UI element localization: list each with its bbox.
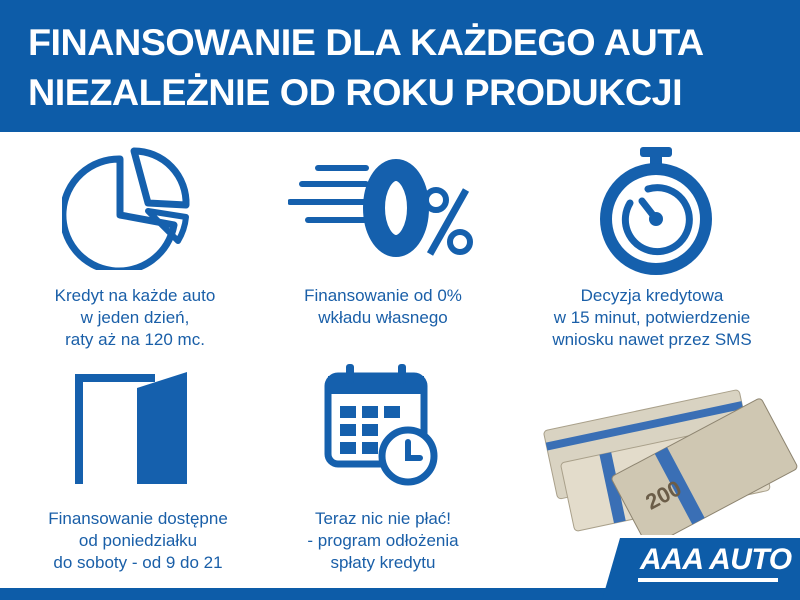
headline-line-1: FINANSOWANIE DLA KAŻDEGO AUTA bbox=[28, 22, 704, 63]
headline-line-2: NIEZALEŻNIE OD ROKU PRODUKCJI bbox=[28, 72, 683, 113]
caption-line: Kredyt na każde auto bbox=[54, 286, 216, 305]
caption-line: w jeden dzień, bbox=[80, 308, 190, 327]
logo-underline bbox=[638, 578, 778, 582]
caption-line: wkładu własnego bbox=[318, 308, 448, 327]
feature-caption-credit: Kredyt na każde auto w jeden dzień, raty… bbox=[15, 285, 255, 351]
caption-line: wniosku nawet przez SMS bbox=[552, 330, 752, 349]
caption-line: w 15 minut, potwierdzenie bbox=[553, 308, 751, 327]
feature-caption-hours: Finansowanie dostępne od poniedziałku do… bbox=[18, 508, 258, 574]
footer-strip bbox=[0, 588, 800, 600]
feature-caption-zero-down: Finansowanie od 0% wkładu własnego bbox=[263, 285, 503, 329]
brand-logo-background bbox=[602, 538, 800, 600]
caption-line: Teraz nic nie płać! bbox=[314, 509, 452, 528]
stopwatch-icon bbox=[600, 147, 712, 275]
banknotes-stack-icon: 200 bbox=[543, 389, 798, 535]
caption-line: Finansowanie od 0% bbox=[304, 286, 462, 305]
caption-line: od poniedziałku bbox=[78, 531, 198, 550]
caption-line: Decyzja kredytowa bbox=[580, 286, 724, 305]
header-banner: FINANSOWANIE DLA KAŻDEGO AUTA NIEZALEŻNI… bbox=[0, 0, 800, 132]
zero-percent-icon bbox=[288, 159, 473, 257]
caption-line: raty aż na 120 mc. bbox=[65, 330, 205, 349]
caption-line: - program odłożenia bbox=[307, 531, 459, 550]
caption-line: spłaty kredytu bbox=[330, 553, 436, 572]
caption-line: Finansowanie dostępne bbox=[48, 509, 228, 528]
open-door-icon bbox=[75, 372, 187, 484]
feature-caption-decision: Decyzja kredytowa w 15 minut, potwierdze… bbox=[532, 285, 772, 351]
caption-line: do soboty - od 9 do 21 bbox=[53, 553, 223, 572]
feature-caption-deferral: Teraz nic nie płać! - program odłożenia … bbox=[263, 508, 503, 574]
pie-chart-icon bbox=[62, 147, 190, 270]
calendar-clock-icon bbox=[324, 364, 438, 486]
brand-logo: AAA AUTO bbox=[640, 543, 792, 576]
